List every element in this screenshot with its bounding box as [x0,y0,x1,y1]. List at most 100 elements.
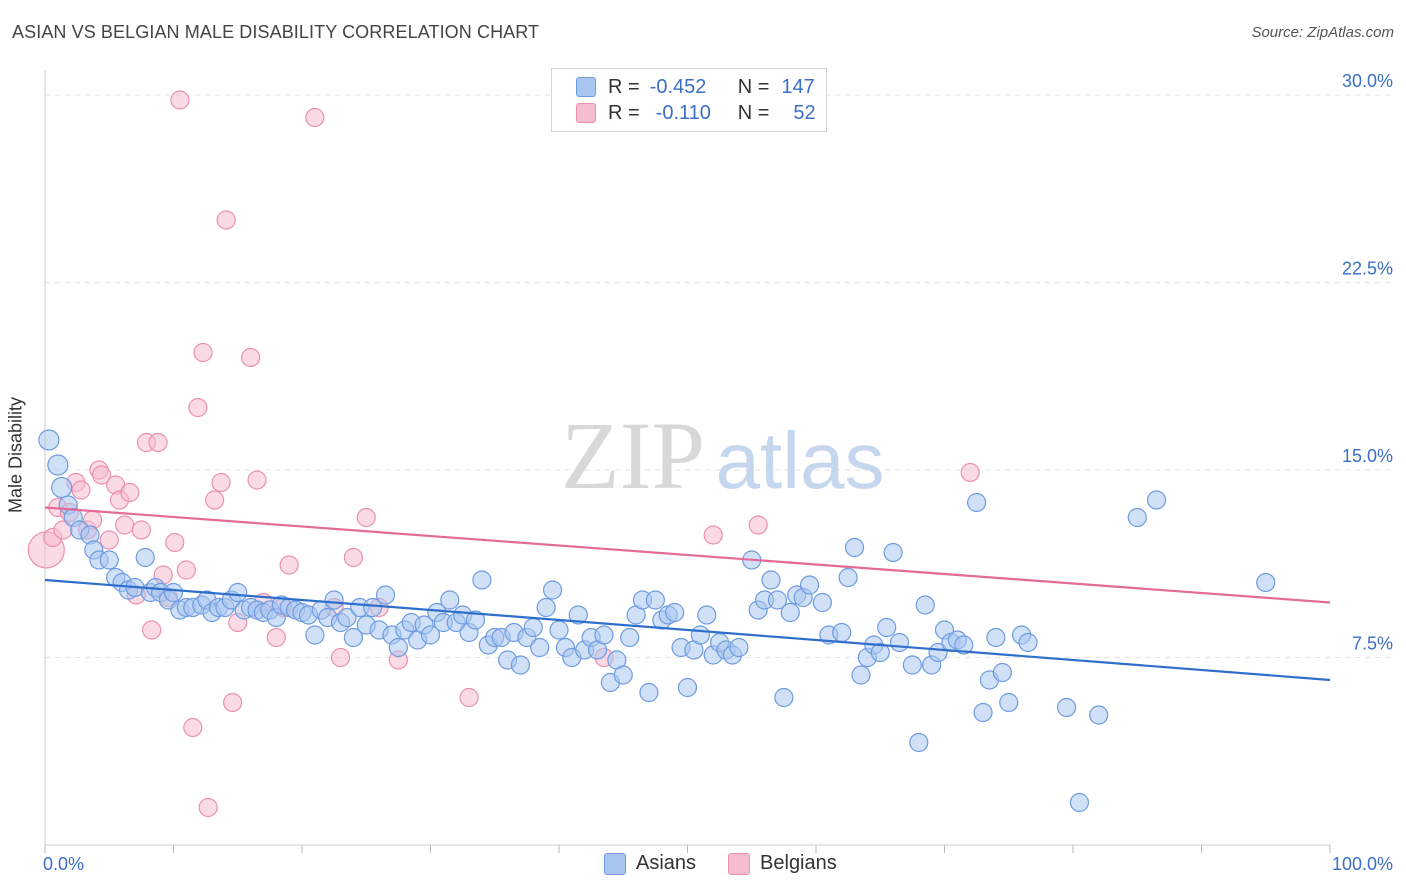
belgian-point [91,465,112,485]
asians-swatch [576,77,596,97]
asian-point [343,627,363,648]
asian-point [1056,697,1077,718]
asian-point [1146,490,1167,510]
watermark: ZIP atlas [561,402,884,509]
belgian-point [211,472,231,493]
asian-point [838,567,858,588]
asian-point [767,590,788,610]
belgians-r-value: -0.110 [655,101,711,124]
asian-point [986,627,1006,648]
watermark-zip: ZIP [561,402,705,509]
asian-point [375,585,396,605]
belgian-point [176,560,196,580]
asian-point [690,625,710,645]
asian-point [542,580,563,600]
asians-n-value: 147 [781,75,815,98]
trend-lines [44,506,1331,682]
belgian-point [142,620,162,640]
belgians-swatch [576,103,596,123]
belgian-point [170,90,190,110]
asian-point [337,607,357,628]
belgians-legend-label: Belgians [760,852,837,874]
asian-point [967,492,987,513]
belgian-point [131,520,151,540]
asian-point [523,617,543,638]
belgians-legend-swatch [728,852,751,875]
asian-point [973,702,993,723]
asian-point [883,542,903,563]
asian-point [1018,632,1038,653]
asian-point [665,602,685,623]
y-tick-label-0: 7.5% [1352,634,1393,654]
belgian-point [703,525,723,545]
asian-point [774,687,794,708]
asian-point [697,605,717,625]
belgian-point [99,530,119,550]
y-tick-label-1: 15.0% [1342,446,1393,466]
asian-point [47,454,69,476]
asian-point [992,662,1012,683]
asian-point [799,575,820,595]
asian-point [568,605,588,625]
asian-point [812,592,833,613]
asian-point [832,622,852,643]
legend-row-asians: R = -0.452 N = 147 [576,75,815,99]
belgian-point [115,515,135,535]
asian-point [472,570,492,590]
belgian-point [193,342,213,363]
asian-point [228,582,248,603]
asian-point [928,642,948,663]
asian-point [420,625,441,645]
asian-point [844,537,865,558]
belgian-point [183,717,203,738]
tick-labels: 7.5% 15.0% 22.5% 30.0% 0.0% 100.0% [43,71,1393,874]
asians-r-label: R = [608,75,640,98]
legend-row-belgians: R = -0.110 N = 52 [576,101,816,125]
source-label: Source: ZipAtlas.com [1251,24,1394,41]
asian-point [915,595,935,615]
belgian-point [305,107,325,128]
belgian-trend-line [44,506,1331,604]
asian-point [594,625,614,645]
asian-point [465,610,486,630]
axes [44,70,1331,853]
belgian-point [247,470,267,490]
asian-point [877,617,897,638]
asian-point [851,665,871,685]
asian-point [99,550,119,570]
asian-point [999,692,1019,713]
asian-point [677,677,698,698]
asian-point [38,429,60,451]
belgian-point [205,490,225,510]
belgians-n-value: 52 [793,101,816,124]
asian-point [780,602,800,623]
asian-point [1069,792,1090,813]
asian-point [363,597,383,618]
belgian-point [343,547,363,568]
asian-trend-line [44,578,1331,682]
watermark-atlas: atlas [716,416,885,505]
asians-n-label: N = [737,75,770,98]
asian-point [729,637,749,658]
belgian-point [241,347,261,368]
x-tick-label-0: 0.0% [43,854,84,874]
y-tick-label-3: 30.0% [1342,71,1393,91]
belgians-n-label: N = [737,101,770,124]
belgian-point [165,532,185,553]
belgian-point [960,462,980,483]
asian-point [889,632,910,653]
asian-point [1089,705,1109,725]
belgian-point [148,432,168,453]
asian-point [530,637,550,658]
asian-point [135,547,155,568]
x-tick-label-1: 100.0% [1332,854,1393,874]
belgian-point [279,555,299,575]
asian-point [510,655,531,675]
asians-r-value: -0.452 [649,75,707,98]
grid-lines [45,94,1395,658]
belgian-point [459,687,479,708]
asian-point [954,635,974,655]
belgian-point [120,482,140,503]
asian-point [324,590,344,610]
asian-point [909,732,929,753]
